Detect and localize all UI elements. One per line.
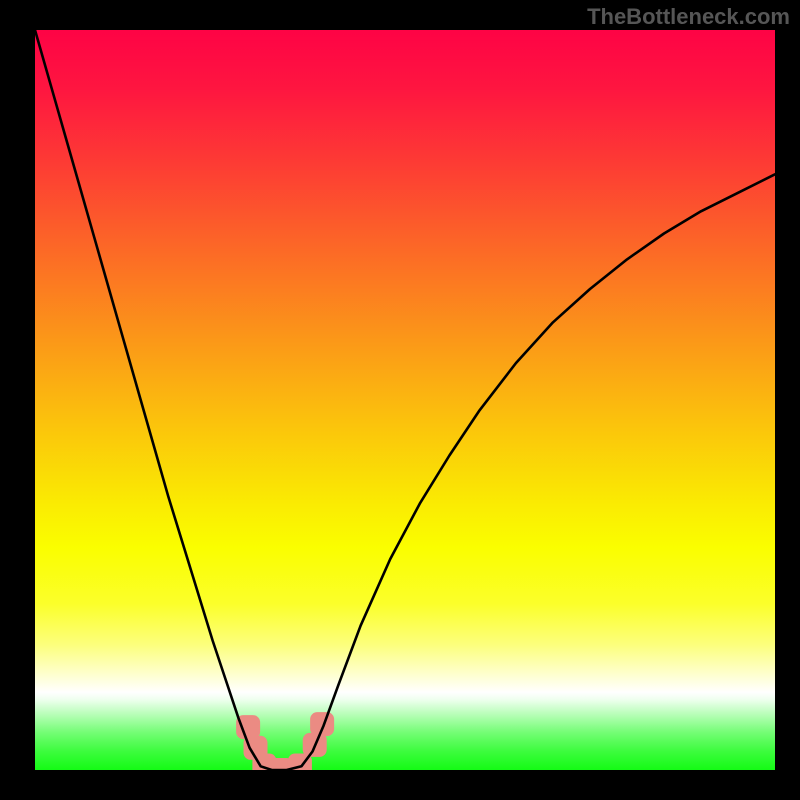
chart-svg — [35, 30, 775, 770]
gradient-background — [35, 30, 775, 770]
watermark-text: TheBottleneck.com — [587, 4, 790, 30]
chart-container: TheBottleneck.com — [0, 0, 800, 800]
plot-area — [35, 30, 775, 770]
curve-marker — [310, 712, 334, 736]
